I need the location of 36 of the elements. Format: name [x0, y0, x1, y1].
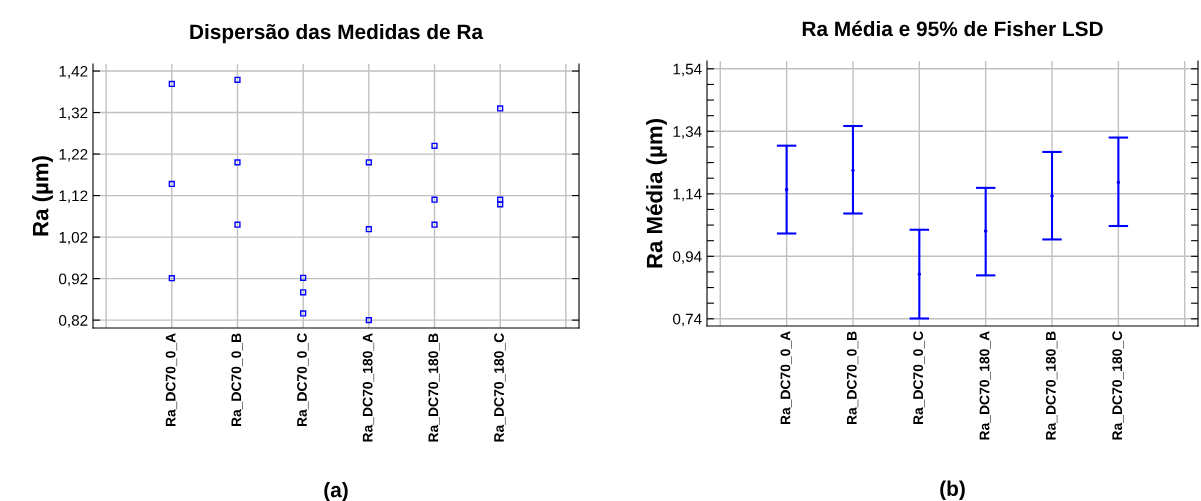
y-tick-label: 1,14	[673, 188, 702, 202]
x-tick-label: Ra_DC70_180_B	[1045, 331, 1058, 440]
y-tick-label: 1,02	[59, 231, 88, 245]
point	[851, 168, 855, 173]
y-tick-label: 1,34	[673, 126, 702, 139]
y-tick-label: 1,42	[59, 65, 88, 79]
y-tick-label: 0,74	[673, 313, 702, 327]
y-tick-label: 0,94	[673, 251, 702, 264]
y-tick-label: 0,82	[59, 314, 88, 328]
x-tick-label: Ra_DC70_0_B	[846, 331, 859, 425]
y-tick-label: 0,92	[59, 273, 88, 287]
x-tick-label: Ra_DC70_0_C	[913, 331, 925, 425]
x-tick-label: Ra_DC70_180_C	[1112, 331, 1124, 440]
x-tick-label: Ra_DC70_180_C	[494, 333, 506, 442]
point	[983, 229, 988, 233]
point	[784, 187, 789, 192]
x-tick-label: Ra_DC70_180_B	[428, 333, 440, 442]
point	[1116, 180, 1121, 184]
point	[917, 272, 922, 276]
y-axis-title: Ra Média (µm)	[645, 119, 667, 268]
x-tick-label: Ra_DC70_0_C	[297, 333, 309, 427]
x-tick-label: Ra_DC70_0_B	[231, 333, 243, 427]
y-tick-label: 1,54	[673, 63, 702, 77]
point	[1050, 194, 1054, 198]
x-tick-label: Ra_DC70_0_A	[165, 333, 178, 427]
y-tick-label: 1,22	[59, 148, 88, 162]
x-tick-label: Ra_DC70_180_A	[362, 333, 375, 442]
chart-title: Dispersão das Medidas de Ra	[190, 23, 484, 44]
y-tick-label: 1,12	[59, 190, 88, 204]
y-axis-title: Ra (µm)	[32, 156, 53, 236]
x-tick-label: Ra_DC70_180_A	[979, 331, 991, 440]
chart-title: Ra Média e 95% de Fisher LSD	[802, 20, 1103, 37]
x-tick-label: Ra_DC70_0_A	[780, 331, 792, 425]
text: (a)	[324, 481, 348, 501]
y-tick-label: 1,32	[59, 107, 88, 121]
text: (b)	[940, 480, 965, 501]
